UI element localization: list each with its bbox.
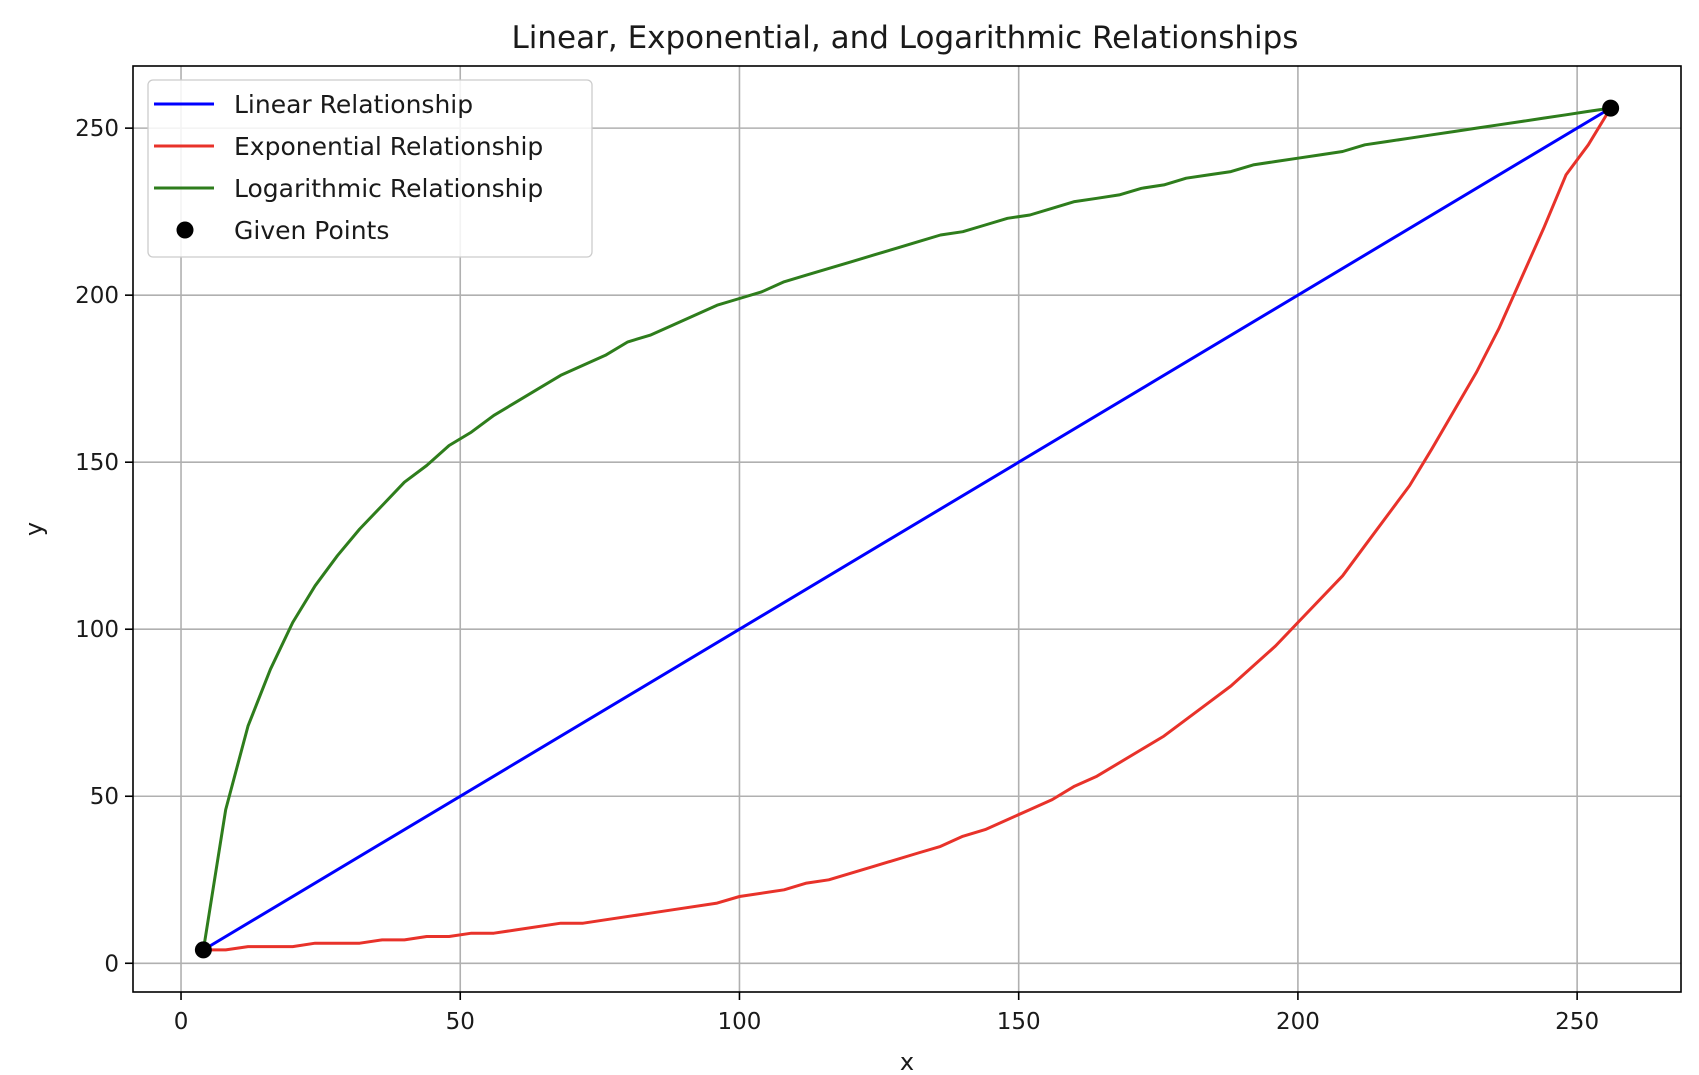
x-tick-label: 0 [174,1009,189,1035]
legend-label-2: Logarithmic Relationship [234,174,543,203]
plot-frame [132,65,1682,993]
given-point-marker [1602,99,1620,117]
x-axis-label: x [900,1048,914,1075]
series-line-1 [201,106,1613,952]
y-tick-label: 100 [75,617,119,643]
y-axis-label: y [20,522,48,536]
grid [133,66,1681,992]
y-tick-label: 50 [90,784,119,810]
series-line-2 [201,106,1613,952]
y-tick-label: 200 [75,283,119,309]
x-tick-label: 100 [718,1009,762,1035]
y-tick-label: 150 [75,450,119,476]
x-tick-label: 250 [1555,1009,1599,1035]
legend-label-3: Given Points [234,216,389,245]
given-point-marker [194,941,212,959]
y-tick-label: 0 [104,951,119,977]
legend-swatch-3 [176,221,194,239]
legend-label-0: Linear Relationship [234,90,473,119]
series-line-0 [201,106,1613,952]
x-tick-label: 50 [446,1009,475,1035]
x-tick-label: 200 [1276,1009,1320,1035]
legend: Linear Relationship Exponential Relations… [147,79,593,258]
legend-label-1: Exponential Relationship [234,132,543,161]
x-axis: 0 50 100 150 200 250 [174,992,1599,1035]
y-tick-label: 250 [75,116,119,142]
series-layer [194,99,1620,959]
y-axis: 0 50 100 150 200 250 [75,116,133,977]
legend-box [147,79,593,258]
chart-title: Linear, Exponential, and Logarithmic Rel… [512,20,1299,56]
x-tick-label: 150 [997,1009,1041,1035]
